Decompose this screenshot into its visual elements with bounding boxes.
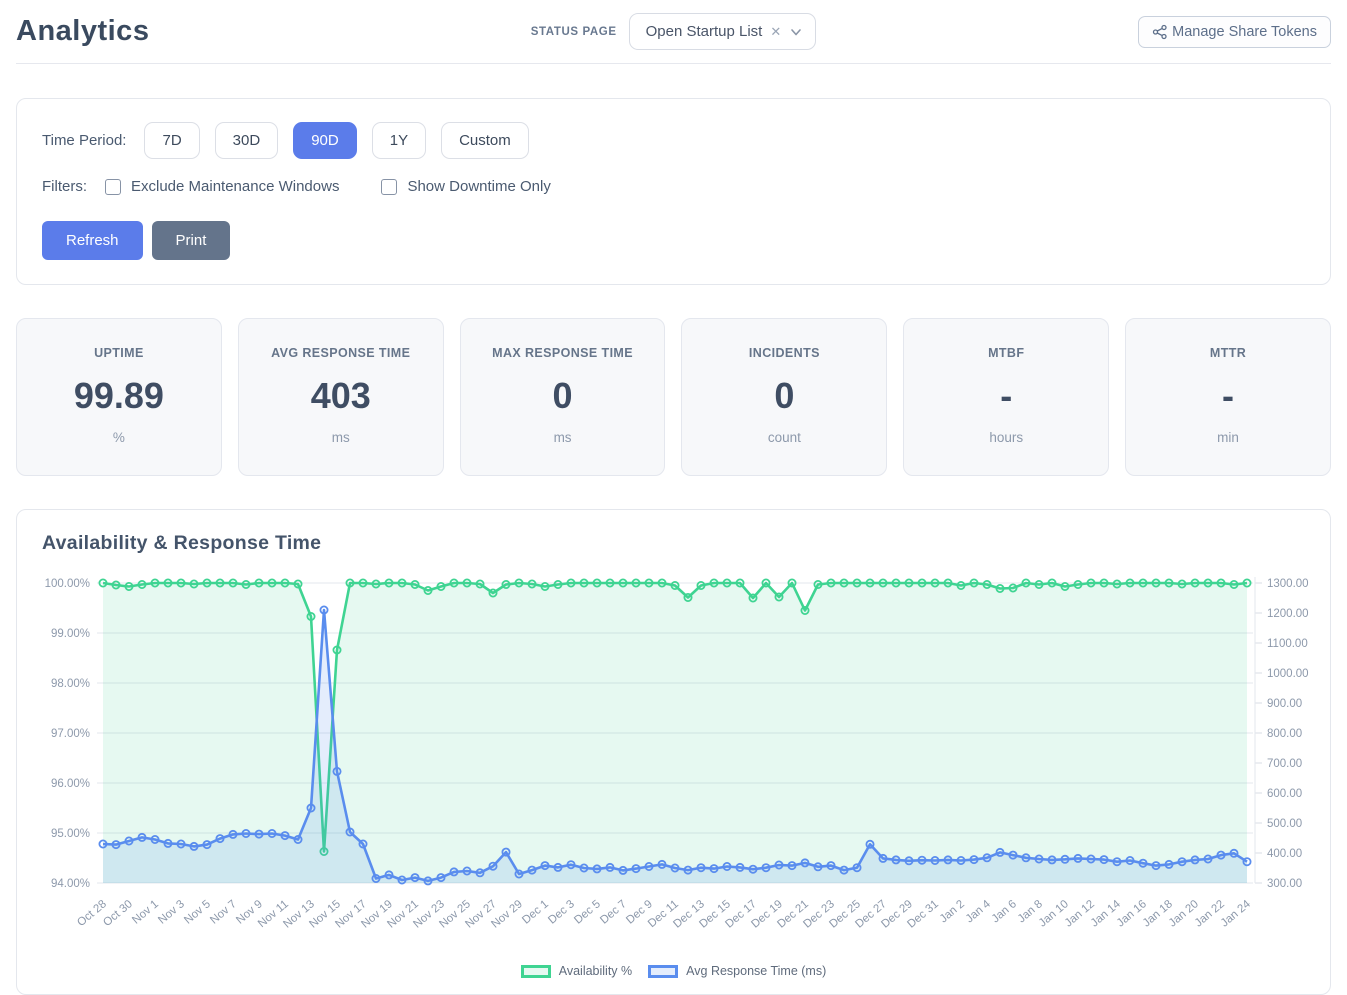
stat-card-mttr: MTTR - min [1125,318,1331,476]
stat-label: MTBF [988,346,1025,360]
status-page-select[interactable]: Open Startup List ✕ [628,13,817,50]
response-time-legend-swatch [648,964,679,978]
svg-text:400.00: 400.00 [1267,848,1302,860]
svg-text:94.00%: 94.00% [51,878,90,890]
exclude-maintenance-checkbox[interactable] [105,178,121,195]
actions-row: Refresh Print [42,221,1305,260]
svg-text:1000.00: 1000.00 [1267,668,1309,680]
filters-row: Filters: Exclude Maintenance Windows Sho… [42,178,1305,195]
svg-text:97.00%: 97.00% [51,728,90,740]
stat-unit: ms [553,430,572,445]
stat-value: - [1000,375,1013,416]
chart-canvas: 100.00% 99.00% 98.00% 97.00% 96.00% 95.00% 94.… [17,567,1330,962]
stat-label: AVG RESPONSE TIME [271,346,411,360]
svg-text:Jan 4: Jan 4 [964,898,994,926]
show-downtime-checkbox-group[interactable]: Show Downtime Only [381,178,551,195]
print-button[interactable]: Print [151,221,231,260]
refresh-button[interactable]: Refresh [42,221,143,260]
svg-text:Jan 6: Jan 6 [990,898,1019,925]
svg-text:99.00%: 99.00% [51,628,90,640]
chart-panel: Availability & Response Time 100.00% 99.0… [16,509,1331,995]
svg-text:Nov 3: Nov 3 [156,898,187,927]
share-icon [1153,24,1167,39]
svg-text:Jan 2: Jan 2 [938,898,967,925]
manage-share-tokens-button[interactable]: Manage Share Tokens [1138,15,1331,48]
stat-label: UPTIME [94,346,144,360]
time-period-label: Time Period: [42,132,127,149]
exclude-maintenance-checkbox-group[interactable]: Exclude Maintenance Windows [105,178,339,195]
stat-unit: % [112,430,125,445]
chevron-down-icon [791,28,802,35]
header-divider [16,63,1331,64]
stat-value: 0 [774,375,795,416]
stat-label: INCIDENTS [748,346,820,360]
svg-text:1200.00: 1200.00 [1267,608,1309,620]
stat-card-uptime: UPTIME 99.89 % [16,318,222,476]
stat-unit: min [1217,430,1239,445]
time-period-1y-button[interactable]: 1Y [371,122,427,159]
svg-text:500.00: 500.00 [1267,818,1302,830]
svg-text:98.00%: 98.00% [51,678,90,690]
time-period-7d-button[interactable]: 7D [144,122,200,159]
time-period-row: Time Period: 7D 30D 90D 1Y Custom [42,122,1305,159]
svg-text:Jan 24: Jan 24 [1219,898,1254,930]
stat-label: MAX RESPONSE TIME [492,346,633,360]
time-period-30d-button[interactable]: 30D [214,122,279,159]
show-downtime-checkbox[interactable] [381,178,398,195]
svg-text:100.00%: 100.00% [45,578,90,590]
stat-value: - [1222,375,1235,416]
exclude-maintenance-label: Exclude Maintenance Windows [131,178,340,195]
status-page-value: Open Startup List [645,23,763,40]
svg-text:Dec 7: Dec 7 [598,898,629,927]
response-time-legend-label: Avg Response Time (ms) [686,964,827,978]
svg-text:1300.00: 1300.00 [1267,578,1309,590]
svg-text:Oct 30: Oct 30 [101,898,135,929]
svg-text:300.00: 300.00 [1267,878,1302,890]
stat-card-max-response: MAX RESPONSE TIME 0 ms [459,318,666,476]
stat-card-avg-response: AVG RESPONSE TIME 403 ms [237,318,444,476]
stat-value: 0 [552,375,573,416]
stat-unit: ms [331,430,350,445]
svg-text:96.00%: 96.00% [51,778,90,790]
topbar: Analytics STATUS PAGE Open Startup List … [0,0,1347,55]
stat-unit: hours [989,430,1024,445]
stat-label: MTTR [1209,346,1247,360]
stats-row: UPTIME 99.89 % AVG RESPONSE TIME 403 ms … [16,318,1331,476]
filter-panel: Time Period: 7D 30D 90D 1Y Custom Filter… [16,98,1331,285]
svg-text:Nov 5: Nov 5 [182,898,213,927]
svg-text:600.00: 600.00 [1267,788,1302,800]
stat-card-incidents: INCIDENTS 0 count [681,318,888,476]
svg-text:95.00%: 95.00% [51,828,90,840]
page-title: Analytics [16,15,150,47]
svg-text:700.00: 700.00 [1267,758,1302,770]
svg-text:Dec 1: Dec 1 [520,898,551,927]
filters-label: Filters: [42,178,87,195]
availability-legend-label: Availability % [558,964,633,978]
svg-text:Dec 5: Dec 5 [572,898,603,927]
chart-title: Availability & Response Time [42,532,322,554]
time-period-90d-button[interactable]: 90D [293,122,357,159]
legend-item-availability[interactable]: Availability % [520,964,633,978]
stat-value: 99.89 [73,375,164,416]
legend-item-response-time[interactable]: Avg Response Time (ms) [648,964,826,978]
stat-card-mtbf: MTBF - hours [903,318,1110,476]
status-page-label: STATUS PAGE [530,25,617,38]
svg-text:900.00: 900.00 [1267,698,1302,710]
manage-share-tokens-label: Manage Share Tokens [1172,23,1317,40]
show-downtime-label: Show Downtime Only [407,178,551,195]
svg-text:Dec 3: Dec 3 [546,898,577,927]
stat-value: 403 [310,375,371,416]
svg-text:1100.00: 1100.00 [1267,638,1308,650]
svg-text:Nov 7: Nov 7 [208,898,239,927]
availability-response-chart: 100.00% 99.00% 98.00% 97.00% 96.00% 95.00% 94.… [45,577,1309,931]
clear-selection-icon[interactable]: ✕ [770,23,782,39]
stat-unit: count [767,430,801,445]
chart-legend: Availability % Avg Response Time (ms) [17,964,1330,982]
svg-text:800.00: 800.00 [1267,728,1302,740]
time-period-custom-button[interactable]: Custom [441,122,529,159]
svg-text:Nov 1: Nov 1 [130,898,161,927]
availability-legend-swatch [520,964,551,978]
